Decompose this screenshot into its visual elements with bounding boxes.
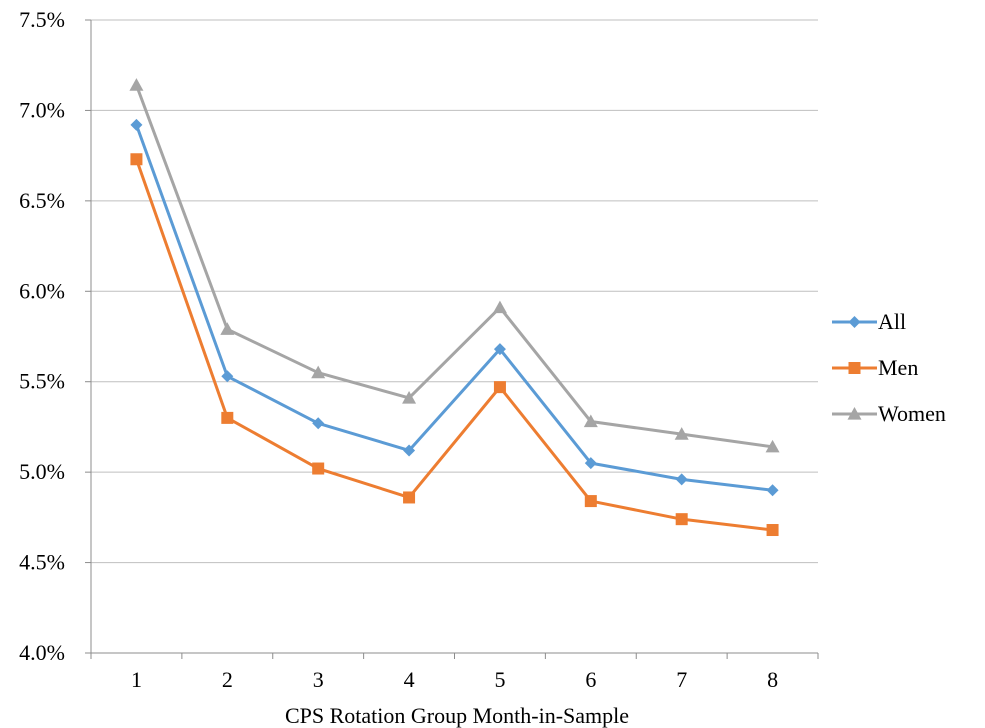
data-point-women [674,427,689,440]
legend-marker-men [848,362,861,374]
legend-label-men: Men [878,355,918,380]
data-point-all [675,473,688,486]
data-point-women [492,300,507,314]
x-tick-label: 6 [585,667,596,692]
data-point-all [766,484,779,497]
data-point-men [493,381,506,394]
series-line-women [135,84,773,449]
y-tick-label: 4.5% [19,550,65,575]
series-all [130,118,779,497]
legend-label-women: Women [878,401,946,426]
legend: All Men Women [832,309,946,426]
y-tick-label: 6.5% [19,188,65,213]
data-point-all [130,118,143,131]
data-point-women [311,365,326,379]
x-tick-label: 2 [222,667,233,692]
data-point-men [221,411,234,424]
x-tick-label: 5 [494,667,505,692]
x-tick-label: 1 [131,667,142,692]
legend-item-men: Men [832,355,918,380]
y-tick-label: 4.0% [19,640,65,665]
data-point-all [584,457,597,470]
data-point-women [129,78,144,91]
data-point-men [584,495,597,508]
data-point-women [583,414,598,428]
y-tick-label: 6.0% [19,278,65,303]
x-tick-label: 4 [404,667,415,692]
data-point-women [402,390,417,404]
series-women [129,78,780,453]
y-tick-label: 7.5% [19,7,65,32]
data-point-all [493,343,506,356]
data-point-women [220,322,235,335]
data-point-all [221,370,234,383]
series-line-men [135,158,773,532]
series-group [129,78,780,537]
legend-marker-women [847,407,862,420]
data-point-all [403,444,416,457]
axes: 4.0% 4.5% 5.0% 5.5% 6.0% 6.5% 7.0% 7.5% 1 2 3 4 5 6 7 8 [19,7,819,692]
legend-label-all: All [878,309,906,334]
x-axis-title: CPS Rotation Group Month-in-Sample [285,703,629,728]
legend-item-all: All [832,309,906,334]
data-point-women [765,439,780,453]
y-tick-label: 5.0% [19,459,65,484]
data-point-men [312,462,325,475]
legend-item-women: Women [832,401,946,426]
data-point-men [403,491,416,504]
y-tick-label: 5.5% [19,369,65,394]
series-line-all [135,124,773,492]
series-men [130,153,779,537]
data-point-all [312,417,325,430]
data-point-men [130,153,143,166]
legend-marker-all [848,316,861,328]
data-point-men [675,513,688,526]
x-tick-label: 7 [676,667,687,692]
data-point-men [766,524,779,537]
x-tick-label: 8 [767,667,778,692]
y-tick-label: 7.0% [19,97,65,122]
x-tick-label: 3 [313,667,324,692]
